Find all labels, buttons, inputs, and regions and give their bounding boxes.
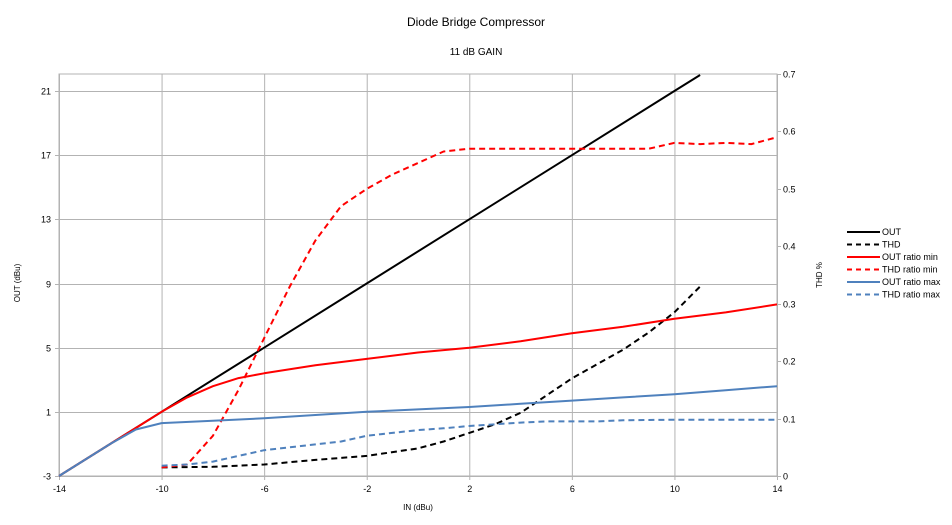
y-tick-label: 9 [46,280,51,290]
x-tick-label: 14 [772,484,782,494]
y2-tick-label: 0.3 [783,300,796,310]
series-thd-ratio-max [161,418,777,467]
y-tick-label: 5 [46,344,51,354]
legend-label: OUT [882,227,902,237]
x-tick-label: -14 [53,484,66,494]
y2-tick-label: 0.5 [783,185,796,195]
x-tick-label: -6 [261,484,269,494]
series-lines [58,74,778,477]
series-thd-ratio-min [161,136,778,469]
legend: OUT THD OUT ratio min THD ratio min OUT rati… [847,227,941,300]
y-axis-label: OUT (dBu) [13,263,22,302]
y2-tick-label: 0.1 [783,415,796,425]
y-tick-label: 13 [41,215,51,225]
chart-title: Diode Bridge Compressor [407,15,545,29]
series-out-ratio-max [58,385,778,477]
y2-tick-label: 0.2 [783,357,796,367]
y-tick-label: 17 [41,151,51,161]
y-tick-label: -3 [43,472,51,482]
x-axis-label: IN (dBu) [403,503,433,512]
x-tick-label: 10 [670,484,680,494]
y2-tick-label: 0.7 [783,70,796,80]
y2-axis-label: THD % [815,262,824,288]
legend-label: OUT ratio min [882,252,938,262]
y2-tick-label: 0.6 [783,127,796,137]
chart-subtitle: 11 dB GAIN [450,47,503,58]
legend-label: THD [882,240,901,250]
axes: -14 -10 -6 -2 2 6 10 14 -3 1 5 9 13 17 21 0 0.1 0.2 0.3 0.4… [41,70,796,495]
y2-tick-label: 0 [783,472,788,482]
y-tick-label: 1 [46,408,51,418]
x-tick-label: 6 [570,484,575,494]
legend-label: THD ratio max [882,290,941,300]
series-out-ratio-min [58,303,778,477]
legend-label: OUT ratio max [882,277,941,287]
x-tick-label: -2 [363,484,371,494]
y-tick-label: 21 [41,87,51,97]
y2-tick-label: 0.4 [783,242,796,252]
x-tick-label: -10 [156,484,169,494]
x-tick-label: 2 [467,484,472,494]
legend-label: THD ratio min [882,265,938,275]
